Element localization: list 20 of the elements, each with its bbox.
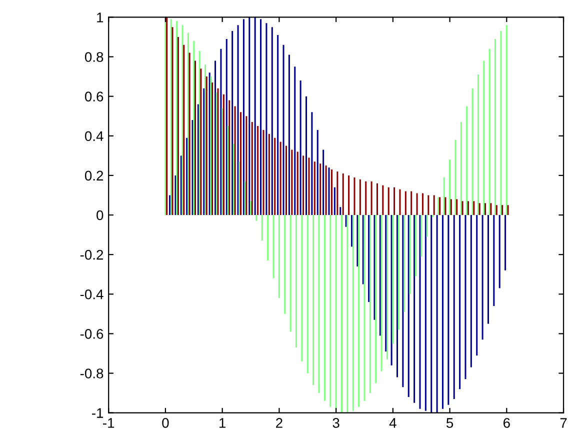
y-tick-label: 0.6 bbox=[84, 92, 104, 102]
x-tick-label: -1 bbox=[103, 418, 114, 428]
x-tick-label: 0 bbox=[162, 418, 169, 428]
x-tick-label: 4 bbox=[389, 418, 396, 428]
y-tick-label: 0.8 bbox=[84, 52, 104, 62]
x-tick-label: 2 bbox=[276, 418, 282, 428]
y-tick-label: -0.2 bbox=[80, 250, 104, 260]
x-tick-label: 7 bbox=[560, 418, 567, 428]
x-tick-label: 6 bbox=[504, 418, 510, 428]
y-tick-label: 1 bbox=[97, 12, 104, 22]
y-tick-label: 0.4 bbox=[84, 131, 104, 142]
y-tick-label: 0.2 bbox=[84, 170, 104, 181]
x-tick-label: 3 bbox=[332, 418, 340, 428]
y-tick-label: -1 bbox=[92, 408, 104, 418]
x-tick-label: 1 bbox=[220, 418, 226, 428]
y-tick-label: 0 bbox=[96, 210, 104, 220]
x-tick-label: 5 bbox=[446, 418, 454, 428]
y-tick-label: -0.6 bbox=[80, 329, 104, 339]
y-tick-label: -0.8 bbox=[80, 368, 104, 378]
y-tick-label: -0.4 bbox=[80, 289, 104, 300]
